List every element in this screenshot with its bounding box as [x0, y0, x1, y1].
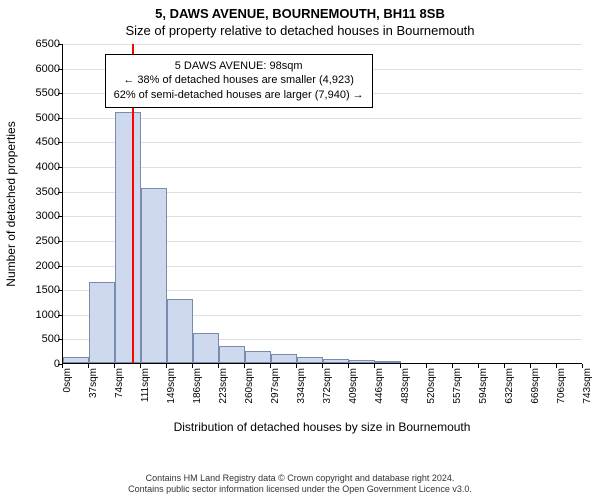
- xtick-label: 186sqm: [192, 368, 203, 418]
- xtick-label: 37sqm: [88, 368, 99, 418]
- histogram-bar: [271, 354, 297, 363]
- xtick-label: 446sqm: [374, 368, 385, 418]
- histogram-bar: [115, 112, 141, 363]
- ytick-mark: [58, 142, 62, 143]
- ytick-mark: [58, 266, 62, 267]
- xtick-label: 743sqm: [582, 368, 593, 418]
- annotation-line3: 62% of semi-detached houses are larger (…: [114, 88, 364, 103]
- xtick-label: 372sqm: [322, 368, 333, 418]
- xtick-label: 669sqm: [530, 368, 541, 418]
- ytick-mark: [58, 192, 62, 193]
- ytick-label: 2500: [10, 235, 60, 247]
- xtick-label: 111sqm: [140, 368, 151, 418]
- histogram-bar: [63, 357, 89, 363]
- histogram-bar: [141, 188, 167, 363]
- ytick-mark: [58, 93, 62, 94]
- annotation-box: 5 DAWS AVENUE: 98sqm← 38% of detached ho…: [105, 54, 373, 109]
- annotation-line2: ← 38% of detached houses are smaller (4,…: [114, 73, 364, 88]
- histogram-bar: [349, 360, 375, 363]
- footer-line2: Contains public sector information licen…: [0, 484, 600, 496]
- gridline-h: [63, 44, 582, 45]
- xtick-label: 632sqm: [504, 368, 515, 418]
- histogram-bar: [167, 299, 193, 363]
- xtick-label: 520sqm: [426, 368, 437, 418]
- ytick-label: 4500: [10, 136, 60, 148]
- ytick-label: 0: [10, 358, 60, 370]
- chart-container: Number of detached properties 5 DAWS AVE…: [0, 44, 600, 456]
- ytick-label: 1000: [10, 309, 60, 321]
- ytick-label: 3000: [10, 210, 60, 222]
- ytick-mark: [58, 44, 62, 45]
- ytick-label: 2000: [10, 260, 60, 272]
- xtick-label: 260sqm: [244, 368, 255, 418]
- histogram-bar: [219, 346, 245, 363]
- histogram-bar: [89, 282, 115, 363]
- ytick-mark: [58, 167, 62, 168]
- ytick-mark: [58, 290, 62, 291]
- xtick-label: 557sqm: [452, 368, 463, 418]
- xtick-label: 409sqm: [348, 368, 359, 418]
- ytick-mark: [58, 69, 62, 70]
- xtick-label: 706sqm: [556, 368, 567, 418]
- xtick-label: 74sqm: [114, 368, 125, 418]
- plot-area: 5 DAWS AVENUE: 98sqm← 38% of detached ho…: [62, 44, 582, 364]
- histogram-bar: [323, 359, 349, 363]
- ytick-label: 1500: [10, 284, 60, 296]
- xtick-label: 297sqm: [270, 368, 281, 418]
- xtick-label: 334sqm: [296, 368, 307, 418]
- ytick-mark: [58, 241, 62, 242]
- x-axis-label: Distribution of detached houses by size …: [62, 420, 582, 434]
- ytick-label: 5000: [10, 112, 60, 124]
- ytick-mark: [58, 339, 62, 340]
- ytick-label: 5500: [10, 87, 60, 99]
- annotation-line1: 5 DAWS AVENUE: 98sqm: [114, 59, 364, 74]
- xtick-label: 223sqm: [218, 368, 229, 418]
- ytick-label: 500: [10, 333, 60, 345]
- xtick-label: 0sqm: [62, 368, 73, 418]
- ytick-label: 3500: [10, 186, 60, 198]
- histogram-bar: [375, 361, 401, 363]
- xtick-label: 149sqm: [166, 368, 177, 418]
- footer-line1: Contains HM Land Registry data © Crown c…: [0, 473, 600, 485]
- ytick-label: 6000: [10, 63, 60, 75]
- chart-title-subtitle: Size of property relative to detached ho…: [0, 21, 600, 38]
- footer-attribution: Contains HM Land Registry data © Crown c…: [0, 473, 600, 496]
- histogram-bar: [245, 351, 271, 363]
- xtick-label: 594sqm: [478, 368, 489, 418]
- ytick-label: 6500: [10, 38, 60, 50]
- chart-title-address: 5, DAWS AVENUE, BOURNEMOUTH, BH11 8SB: [0, 0, 600, 21]
- xtick-label: 483sqm: [400, 368, 411, 418]
- histogram-bar: [297, 357, 323, 363]
- ytick-mark: [58, 118, 62, 119]
- histogram-bar: [193, 333, 219, 363]
- ytick-label: 4000: [10, 161, 60, 173]
- ytick-mark: [58, 315, 62, 316]
- ytick-mark: [58, 216, 62, 217]
